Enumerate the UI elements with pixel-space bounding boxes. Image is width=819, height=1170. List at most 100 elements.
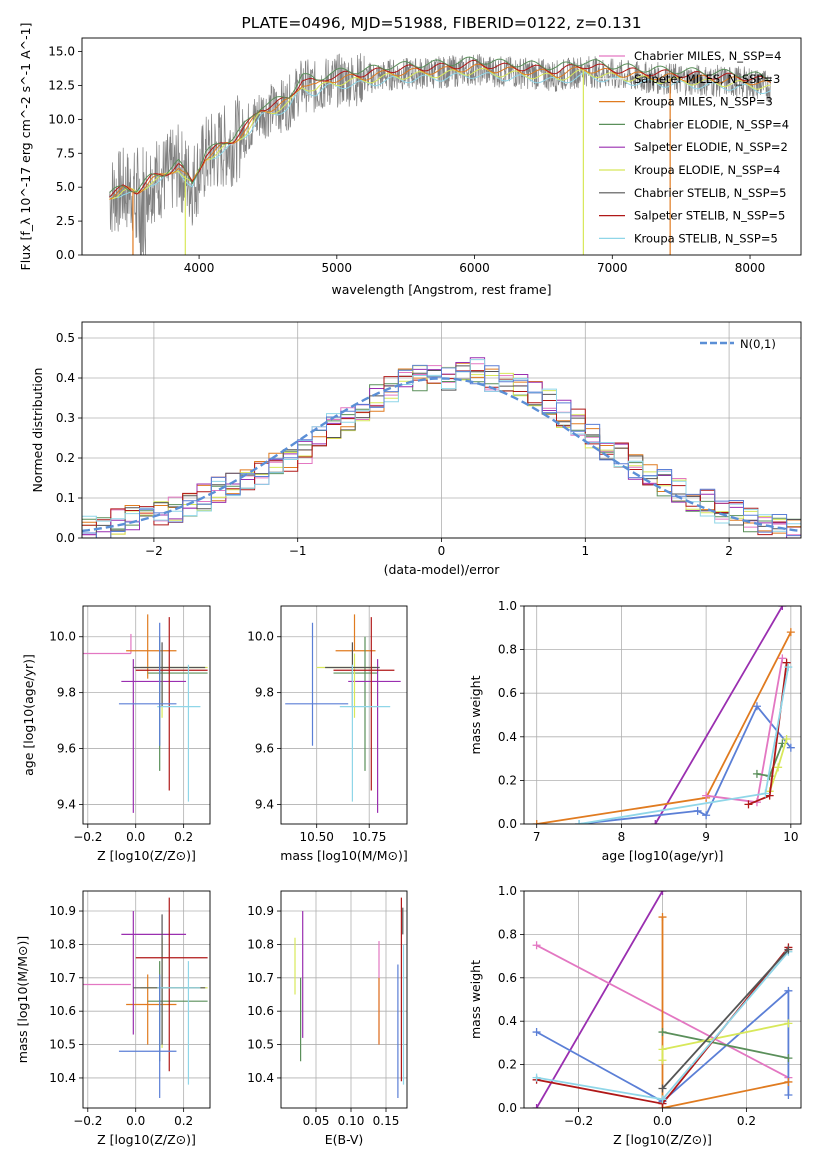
x-tick-label: 0.2 bbox=[737, 1114, 756, 1128]
y-tick-label: 5.0 bbox=[56, 180, 75, 194]
errorbar-point-kroupa_miles bbox=[335, 614, 376, 652]
errorbar-point-blue_model bbox=[118, 622, 177, 746]
errorbar-point-chabrier_elodie bbox=[333, 636, 378, 771]
gridlines bbox=[83, 606, 210, 824]
gridlines bbox=[281, 891, 407, 1108]
axes-frame bbox=[82, 890, 211, 1109]
histogram-plot-area bbox=[82, 357, 801, 538]
series-line bbox=[662, 1031, 789, 1059]
ticks: 0.05 0.10 0.15 10.4 10.5 10.6 10.7 10.8 10.9 bbox=[247, 904, 399, 1128]
model-spectrum-chabrier_elodie bbox=[109, 56, 771, 194]
legend: N(0,1) bbox=[700, 337, 776, 351]
y-tick-label: 0.0 bbox=[56, 531, 75, 545]
series-marker bbox=[658, 891, 667, 895]
series-marker bbox=[532, 1104, 541, 1108]
series-marker bbox=[774, 763, 783, 772]
y-tick-label: 0.2 bbox=[498, 1058, 517, 1072]
ticks: 7 8 9 10 0.0 0.2 0.4 0.6 0.8 1.0 bbox=[498, 599, 799, 844]
x-axis-label: mass [log10(M/M⊙)] bbox=[280, 848, 408, 863]
x-axis-label: age [log10(age/yr)] bbox=[602, 848, 724, 863]
spectrum-plot-area bbox=[109, 53, 772, 255]
y-tick-label: 0.3 bbox=[56, 411, 75, 425]
y-tick-label: 0.4 bbox=[498, 730, 517, 744]
x-tick-label: 10.50 bbox=[300, 830, 334, 844]
legend-entry: Chabrier STELIB, N_SSP=5 bbox=[634, 186, 786, 200]
axes-frame bbox=[82, 605, 211, 825]
y-tick-label: 0.1 bbox=[56, 491, 75, 505]
y-tick-label: 0.0 bbox=[498, 817, 517, 831]
massweight-vs-age-panel: 7 8 9 10 0.0 0.2 0.4 0.6 0.8 1.0 age [log10(age/yr… bbox=[468, 599, 802, 863]
x-tick-label: −0.2 bbox=[564, 1114, 593, 1128]
y-tick-label: 0.8 bbox=[498, 643, 517, 657]
y-tick-label: 10.0 bbox=[48, 112, 75, 126]
x-tick-label: 2 bbox=[725, 544, 733, 558]
errorbar-point-salpeter_elodie bbox=[121, 911, 187, 1035]
series-chabrier_miles bbox=[702, 654, 787, 807]
x-tick-label: −0.2 bbox=[73, 830, 102, 844]
series-marker bbox=[702, 811, 711, 820]
scatter-plot-area bbox=[83, 614, 208, 813]
series-line bbox=[536, 988, 790, 1103]
y-tick-label: 10.8 bbox=[247, 937, 274, 951]
x-tick-label: 0.0 bbox=[126, 1114, 145, 1128]
histogram-step-kroupa_stelib bbox=[82, 359, 801, 532]
legend-entry: Kroupa MILES, N_SSP=3 bbox=[634, 95, 773, 109]
residuals-histogram-panel: −2 −1 0 1 2 0.0 0.1 0.2 0.3 0.4 0.5 (data-model)/er… bbox=[30, 321, 802, 577]
line-plot-area bbox=[532, 891, 793, 1108]
series-marker bbox=[532, 1028, 541, 1037]
y-tick-label: 10.7 bbox=[247, 971, 274, 985]
series-marker bbox=[658, 1028, 667, 1037]
y-tick-label: 10.4 bbox=[247, 1071, 274, 1085]
series-line bbox=[535, 891, 664, 1108]
errorbar-point-kroupa_stelib bbox=[157, 664, 201, 802]
x-tick-label: 0.2 bbox=[174, 1114, 193, 1128]
ticks: −2 −1 0 1 2 0.0 0.1 0.2 0.3 0.4 0.5 bbox=[56, 331, 733, 558]
x-axis-label: Z [log10(Z/Z⊙)] bbox=[613, 1132, 712, 1147]
y-tick-label: 9.4 bbox=[57, 797, 76, 811]
y-tick-label: 10.0 bbox=[49, 630, 76, 644]
series-marker bbox=[532, 820, 541, 824]
scatter-plot-area bbox=[294, 897, 405, 1098]
series-marker bbox=[782, 734, 791, 743]
ticks: −0.2 0.0 0.2 0.0 0.2 0.4 0.6 0.8 1.0 bbox=[498, 884, 756, 1128]
y-tick-label: 0.4 bbox=[498, 1014, 517, 1028]
gridlines bbox=[83, 891, 210, 1108]
axes-frame bbox=[81, 321, 802, 539]
series-kroupa_elodie bbox=[658, 1019, 793, 1065]
y-tick-label: 2.5 bbox=[56, 214, 75, 228]
chart-title: PLATE=0496, MJD=51988, FIBERID=0122, z=0… bbox=[241, 14, 641, 32]
x-tick-label: −0.2 bbox=[73, 1114, 102, 1128]
x-axis-label: E(B-V) bbox=[325, 1132, 364, 1147]
errorbar-point-kroupa_miles bbox=[126, 974, 177, 1045]
legend-entry: Chabrier MILES, N_SSP=4 bbox=[634, 49, 781, 63]
series-chabrier_elodie bbox=[658, 1028, 793, 1063]
mass-vs-ebv-panel: 0.05 0.10 0.15 10.4 10.5 10.6 10.7 10.8 10.9 E(B-… bbox=[247, 890, 408, 1147]
scatter-plot-area bbox=[83, 897, 208, 1098]
series-marker bbox=[744, 800, 753, 809]
y-tick-label: 0.6 bbox=[498, 971, 517, 985]
y-tick-label: 10.0 bbox=[247, 630, 274, 644]
mass-vs-metallicity-panel: −0.2 0.0 0.2 10.4 10.5 10.6 10.7 10.8 10.9 Z [log… bbox=[15, 890, 211, 1147]
observed-spectrum-line bbox=[109, 53, 772, 255]
y-tick-label: 10.6 bbox=[49, 1004, 76, 1018]
ticks: −0.2 0.0 0.2 10.4 10.5 10.6 10.7 10.8 10.9 bbox=[49, 904, 193, 1128]
ticks: −0.2 0.0 0.2 9.4 9.6 9.8 10.0 bbox=[49, 630, 193, 844]
series-marker bbox=[786, 628, 795, 637]
series-chabrier_stelib bbox=[658, 945, 793, 1093]
legend-entry: Salpeter ELODIE, N_SSP=2 bbox=[634, 140, 788, 154]
errorbar-point-kroupa_stelib bbox=[339, 664, 391, 802]
y-tick-label: 9.6 bbox=[255, 742, 274, 756]
x-axis-label: wavelength [Angstrom, rest frame] bbox=[331, 282, 551, 297]
model-spectrum-salpeter_stelib bbox=[109, 59, 772, 198]
x-tick-label: 6000 bbox=[459, 261, 490, 275]
series-kroupa_miles bbox=[658, 913, 793, 1108]
series-marker bbox=[702, 791, 711, 800]
series-marker bbox=[658, 1095, 667, 1104]
x-axis-label: (data-model)/error bbox=[384, 562, 501, 577]
x-tick-label: 0.10 bbox=[338, 1114, 365, 1128]
legend-entry: N(0,1) bbox=[740, 337, 776, 351]
x-axis-label: Z [log10(Z/Z⊙)] bbox=[97, 1132, 196, 1147]
series-marker bbox=[778, 606, 787, 610]
series-marker bbox=[658, 913, 667, 922]
y-tick-label: 10.4 bbox=[49, 1071, 76, 1085]
